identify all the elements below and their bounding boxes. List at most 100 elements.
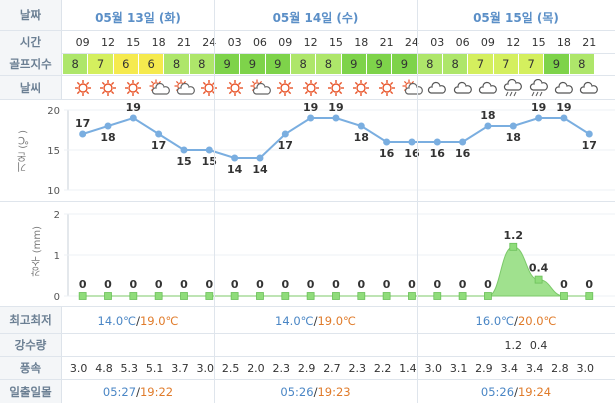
rain-data-label: 0 <box>408 278 416 291</box>
hour-cell: 15 <box>126 36 141 49</box>
wind-speed-cell: 2.2 <box>373 362 392 375</box>
hour-cell: 24 <box>404 36 419 49</box>
minmax-day-3: 16.0℃/20.0℃ <box>475 314 557 328</box>
rain-data-label: 0 <box>383 278 391 291</box>
golf-index-cell: 9 <box>240 54 266 74</box>
golf-index-cell: 9 <box>214 54 241 74</box>
rain-point <box>357 292 366 300</box>
rain-point <box>458 292 467 300</box>
rain-amount-cell: 0.4 <box>529 339 548 352</box>
rain-data-label: 0.4 <box>529 262 549 275</box>
hour-cell: 03 <box>227 36 242 49</box>
temperature-data-label: 16 <box>430 147 446 160</box>
cloudy-icon <box>553 79 575 97</box>
golf-index-cell: 7 <box>468 54 494 74</box>
temperature-point <box>408 138 416 146</box>
wind-speed-cell: 2.3 <box>348 362 367 375</box>
temperature-data-label: 17 <box>75 117 90 130</box>
rain-data-label: 1.2 <box>504 229 524 242</box>
temperature-data-label: 19 <box>126 101 141 114</box>
wind-speed-cell: 3.4 <box>500 362 519 375</box>
minmax-label: 최고최저 <box>0 307 62 333</box>
temperature-data-label: 19 <box>303 101 318 114</box>
sun-day-3: 05:26/19:24 <box>480 385 552 399</box>
golf-index-cell: 6 <box>138 54 165 74</box>
temperature-point <box>509 122 517 130</box>
hour-cell: 18 <box>354 36 369 49</box>
temperature-point <box>585 130 593 138</box>
golf-index-cell: 8 <box>189 54 215 74</box>
cloudy-icon <box>578 79 600 97</box>
temperature-data-label: 16 <box>455 147 471 160</box>
temperature-tick-label: 20 <box>47 106 60 117</box>
rain-point <box>408 292 416 300</box>
temperature-tick-label: 15 <box>47 146 60 157</box>
temperature-point <box>155 130 163 138</box>
sun-label: 일출일몰 <box>0 380 62 403</box>
sunny-icon <box>376 79 398 97</box>
wind-speed-cell: 5.3 <box>120 362 139 375</box>
temperature-chart-area: 기온 (℃) <box>0 100 615 200</box>
rain-point <box>180 292 188 300</box>
day-header-1: 05월 13일 (화) <box>95 11 181 25</box>
rain-point <box>332 292 340 300</box>
hour-cell: 24 <box>202 36 217 49</box>
rain-icon <box>502 78 524 97</box>
temperature-point <box>104 122 112 130</box>
wind-speed-cell: 3.0 <box>424 362 443 375</box>
hour-cell: 21 <box>582 36 597 49</box>
rain-point <box>154 292 163 300</box>
rain-data-label: 0 <box>104 278 112 291</box>
rain-point <box>78 292 87 300</box>
rain-data-label: 0 <box>205 278 213 291</box>
temperature-data-label: 17 <box>582 139 597 152</box>
rain-data-label: 0 <box>281 278 289 291</box>
rain-data-label: 0 <box>357 278 365 291</box>
time-row: 시간 09 12 15 18 21 24 03 06 09 12 15 18 21 24 03 06 09 12 1… <box>0 31 615 53</box>
rain-tick-label: 1 <box>54 251 60 262</box>
temperature-data-label: 14 <box>227 163 243 176</box>
hour-cell: 21 <box>379 36 394 49</box>
golf-index-cell: 8 <box>417 54 443 74</box>
sunny-icon <box>198 79 220 97</box>
rain-data-label: 0 <box>79 278 87 291</box>
rain-point <box>484 292 492 300</box>
wind-speed-cell: 3.4 <box>525 362 544 375</box>
wind-speed-cell: 3.7 <box>171 362 189 375</box>
golf-index-cell: 9 <box>392 54 418 74</box>
hour-cell: 12 <box>506 36 521 49</box>
temperature-point <box>281 130 289 138</box>
temperature-data-label: 18 <box>480 109 495 122</box>
wind-label: 풍속 <box>0 357 62 379</box>
hour-cell: 15 <box>531 36 546 49</box>
rain-data-label: 0 <box>307 278 315 291</box>
temperature-data-label: 16 <box>404 147 420 160</box>
cloudy-icon <box>426 79 448 97</box>
golf-index-cell: 8 <box>442 54 469 74</box>
sunny-icon <box>122 79 144 97</box>
temperature-data-label: 19 <box>531 101 546 114</box>
rain-amount-row: 강수량 1.2 0.4 <box>0 334 615 356</box>
temperature-point <box>256 154 264 162</box>
rain-data-label: 0 <box>129 278 137 291</box>
rain-point <box>306 292 315 300</box>
golf-index-cell: 8 <box>63 54 89 74</box>
rain-point <box>256 292 264 300</box>
rain-data-label: 0 <box>459 278 467 291</box>
sunny-icon <box>350 79 372 97</box>
golf-index-cell: 7 <box>518 54 545 74</box>
date-label: 날짜 <box>0 0 62 30</box>
sunny-icon <box>300 79 322 97</box>
rain-data-label: 0 <box>433 278 441 291</box>
hour-cell: 03 <box>430 36 445 49</box>
wind-speed-cell: 3.0 <box>69 362 88 375</box>
temperature-point <box>535 114 543 122</box>
cloudy-icon <box>477 79 499 97</box>
golf-index-cell: 9 <box>265 54 291 74</box>
golf-index-cell: 9 <box>341 54 367 74</box>
minmax-day-1: 14.0℃/19.0℃ <box>97 314 179 328</box>
partly-cloudy-icon <box>148 79 170 97</box>
wind-speed-cell: 2.9 <box>297 362 316 375</box>
rain-point <box>534 275 543 284</box>
